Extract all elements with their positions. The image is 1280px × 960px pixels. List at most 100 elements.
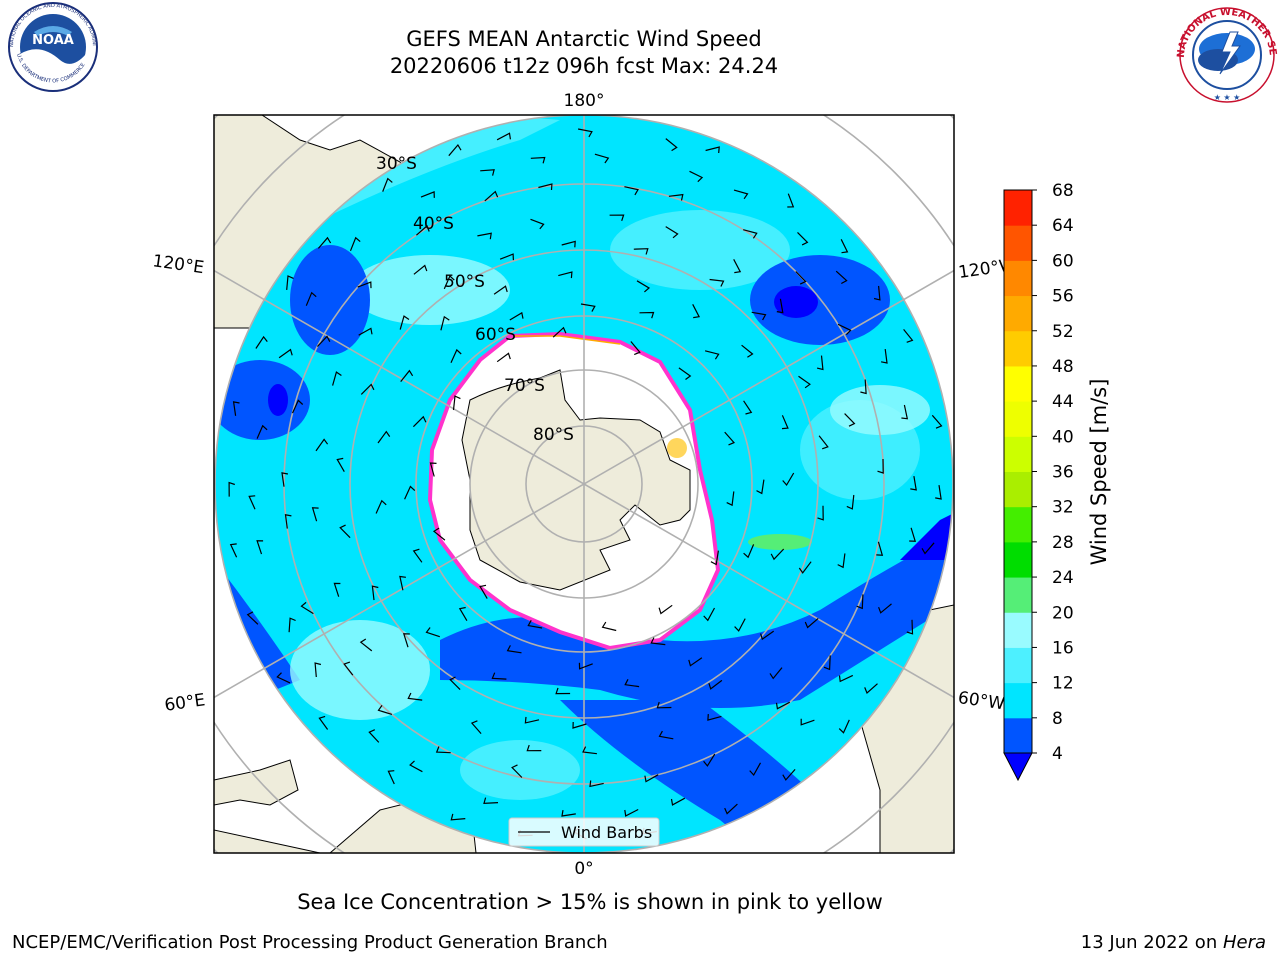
wind-barb bbox=[797, 231, 809, 246]
colorbar-tick-label: 56 bbox=[1052, 287, 1074, 307]
wind-barb bbox=[840, 239, 849, 254]
wind-barb bbox=[846, 494, 855, 510]
wind-barb bbox=[276, 672, 291, 684]
colorbar-tick-label: 20 bbox=[1052, 603, 1074, 623]
colorbar-tick-label: 32 bbox=[1052, 498, 1074, 518]
wind-barb bbox=[787, 193, 795, 208]
wind-barb bbox=[601, 621, 617, 632]
wind-barb bbox=[710, 550, 719, 566]
colorbar-tick-label: 60 bbox=[1052, 251, 1074, 271]
wind-barb bbox=[751, 311, 767, 321]
wind-barb bbox=[509, 311, 524, 321]
wind-barb bbox=[781, 415, 789, 430]
wind-barb bbox=[644, 774, 659, 783]
wind-barb bbox=[670, 797, 686, 806]
date-text: 13 Jun 2022 on Hera bbox=[1081, 932, 1266, 953]
wind-barb bbox=[582, 746, 597, 755]
wind-barb bbox=[246, 611, 259, 625]
colorbar-tick-label: 40 bbox=[1052, 427, 1074, 447]
wind-barb bbox=[357, 281, 372, 289]
wind-barb bbox=[743, 544, 755, 559]
wind-barb bbox=[491, 672, 507, 680]
wind-barb bbox=[609, 214, 625, 221]
wind-barb bbox=[903, 329, 914, 343]
wind-barb bbox=[429, 462, 437, 477]
legend-label: Wind Barbs bbox=[561, 823, 652, 842]
wind-barb bbox=[305, 291, 317, 306]
wind-barb bbox=[470, 720, 482, 734]
wind-barb bbox=[360, 383, 375, 395]
wind-barb bbox=[311, 507, 319, 522]
colorbar-segment bbox=[1004, 612, 1032, 648]
colorbar-segment bbox=[1004, 365, 1032, 402]
colorbar-label: Wind Speed [m/s] bbox=[1087, 379, 1111, 566]
svg-text:★ ★ ★: ★ ★ ★ bbox=[1214, 93, 1241, 102]
wind-barb bbox=[368, 729, 380, 743]
wind-barb bbox=[511, 764, 523, 778]
wind-barb bbox=[708, 679, 723, 690]
lat-label-30s: 30°S bbox=[376, 154, 417, 174]
wind-barb bbox=[726, 491, 735, 507]
wind-barb bbox=[877, 458, 884, 474]
wind-barb bbox=[656, 701, 672, 709]
wind-barb bbox=[530, 156, 546, 164]
colorbar-segment bbox=[1004, 647, 1032, 684]
wind-barb bbox=[838, 719, 850, 734]
wind-barb bbox=[692, 304, 701, 319]
colorbar-under-arrow bbox=[1003, 752, 1033, 782]
colorbar-tick-label: 4 bbox=[1052, 744, 1063, 764]
wind-barb bbox=[823, 655, 831, 671]
wind-barb bbox=[665, 138, 678, 152]
wind-barb bbox=[901, 404, 909, 420]
colorbar-segment bbox=[1004, 260, 1032, 297]
wind-barb bbox=[416, 224, 430, 236]
wind-barb bbox=[749, 762, 762, 777]
wind-barb bbox=[776, 298, 784, 314]
lat-label-50s: 50°S bbox=[444, 272, 485, 292]
wind-barb bbox=[724, 803, 738, 815]
wind-barb bbox=[435, 746, 451, 754]
colorbar-segment bbox=[1004, 190, 1032, 226]
credit-text: NCEP/EMC/Verification Post Processing Pr… bbox=[12, 932, 608, 953]
chart-subtitle: 20220606 t12z 096h fcst Max: 24.24 bbox=[389, 54, 779, 78]
wind-barb bbox=[229, 543, 238, 558]
colorbar-segment bbox=[1004, 577, 1032, 613]
wind-barb bbox=[496, 132, 511, 141]
wind-barb bbox=[856, 594, 864, 610]
wind-barb bbox=[315, 438, 329, 452]
colorbar-tick-label: 64 bbox=[1052, 216, 1074, 236]
wind-barb bbox=[561, 240, 576, 248]
wind-barb bbox=[633, 248, 649, 255]
colorbar-segment bbox=[1004, 717, 1032, 754]
wind-barb bbox=[704, 350, 720, 360]
wind-barb bbox=[733, 189, 749, 200]
noaa-logo-text: NOAA bbox=[32, 33, 74, 48]
wind-barb bbox=[382, 177, 393, 192]
wind-barb bbox=[449, 676, 461, 691]
wind-barb bbox=[317, 236, 332, 249]
wind-barb bbox=[782, 769, 796, 781]
wind-barb bbox=[636, 280, 651, 293]
wind-barb bbox=[413, 264, 428, 275]
wind-barb bbox=[782, 472, 795, 487]
wind-barb bbox=[705, 146, 720, 154]
colorbar-tick-label: 16 bbox=[1052, 638, 1074, 658]
colorbar-segment bbox=[1004, 471, 1032, 508]
wind-barb bbox=[281, 472, 289, 487]
colorbar-segment bbox=[1004, 682, 1032, 719]
wind-barb bbox=[800, 718, 815, 726]
wind-barb bbox=[448, 143, 462, 157]
wind-barb bbox=[333, 582, 341, 597]
wind-barb bbox=[741, 344, 754, 358]
wind-barb bbox=[818, 435, 829, 450]
wind-barb bbox=[452, 395, 461, 411]
wind-barb bbox=[477, 232, 492, 240]
wind-barb bbox=[703, 753, 716, 767]
wind-barb bbox=[479, 584, 488, 599]
wind-barb bbox=[343, 661, 354, 676]
lat-label-40s: 40°S bbox=[413, 214, 454, 234]
machine-name: Hera bbox=[1222, 932, 1266, 953]
wind-barb bbox=[709, 278, 725, 287]
